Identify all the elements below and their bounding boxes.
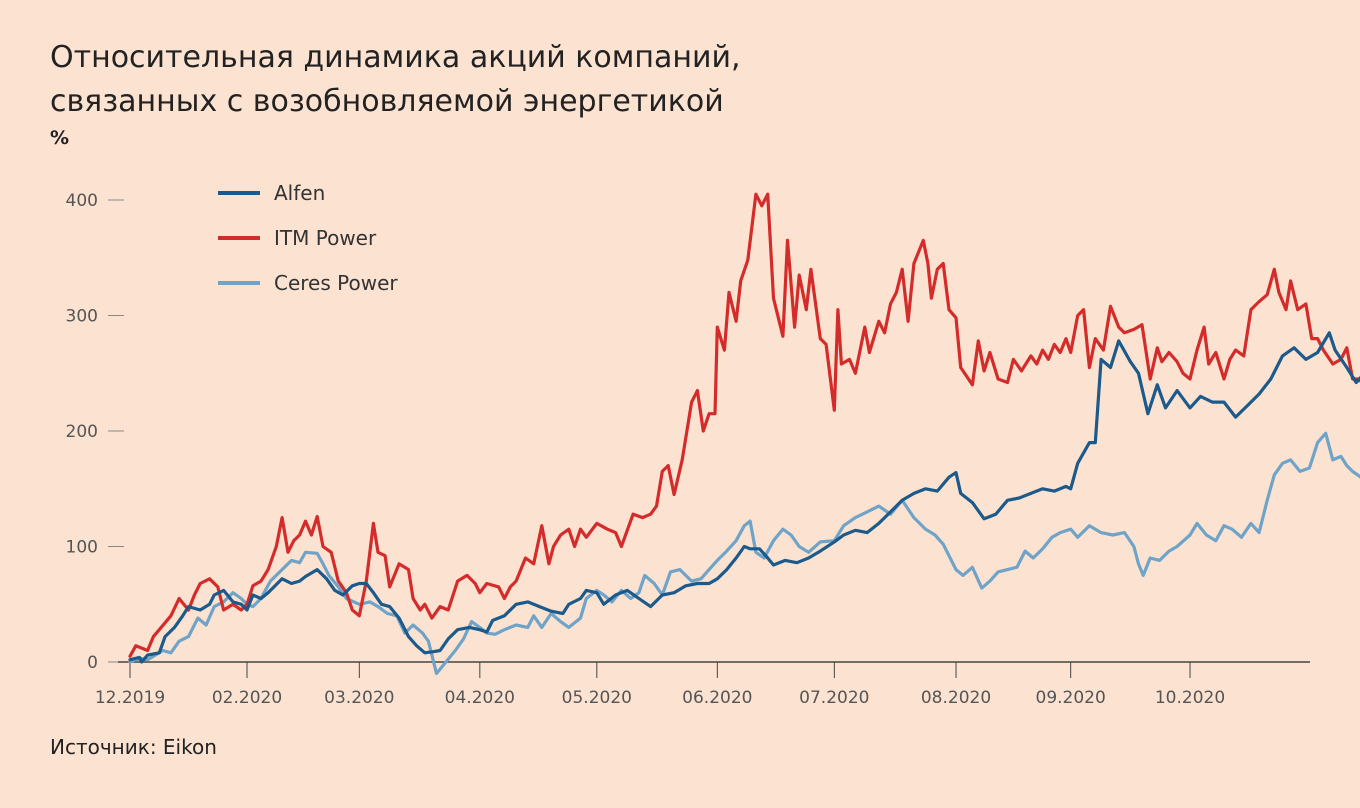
x-tick-label: 12.2019: [95, 688, 165, 708]
y-axis: 0 100 200 300 400: [66, 191, 124, 673]
legend-label: ITM Power: [274, 226, 377, 250]
y-tick-label: 400: [66, 191, 98, 211]
x-tick-label: 05.2020: [562, 688, 632, 708]
y-tick-label: 0: [87, 653, 98, 673]
y-tick-label: 200: [66, 422, 98, 442]
source-note: Источник: Eikon: [50, 735, 217, 759]
legend: Alfen ITM Power Ceres Power: [218, 181, 398, 295]
x-tick-label: 10.2020: [1155, 688, 1225, 708]
x-tick-label: 09.2020: [1036, 688, 1106, 708]
series-line-itm-power: [128, 192, 1360, 658]
series-line-ceres-power: [128, 431, 1360, 676]
chart-title: Относительная динамика акций компаний, с…: [50, 36, 741, 124]
chart-title-line-2: связанных с возобновляемой энергетикой: [50, 84, 724, 119]
chart-title-line-1: Относительная динамика акций компаний,: [50, 40, 741, 75]
x-tick-label: 07.2020: [799, 688, 869, 708]
legend-label: Alfen: [274, 181, 325, 205]
x-tick-label: 03.2020: [324, 688, 394, 708]
series-line-alfen: [128, 331, 1360, 664]
y-tick-label: 300: [66, 307, 98, 327]
x-tick-label: 04.2020: [445, 688, 515, 708]
y-tick-label: 100: [66, 538, 98, 558]
y-axis-unit: %: [50, 127, 70, 149]
x-axis: 12.2019 02.2020 03.2020 04.2020 05.2020 06.20…: [95, 661, 1310, 708]
x-tick-label: 08.2020: [921, 688, 991, 708]
legend-label: Ceres Power: [274, 271, 398, 295]
series-lines: [128, 192, 1360, 676]
x-tick-label: 02.2020: [212, 688, 282, 708]
x-tick-label: 06.2020: [682, 688, 752, 708]
